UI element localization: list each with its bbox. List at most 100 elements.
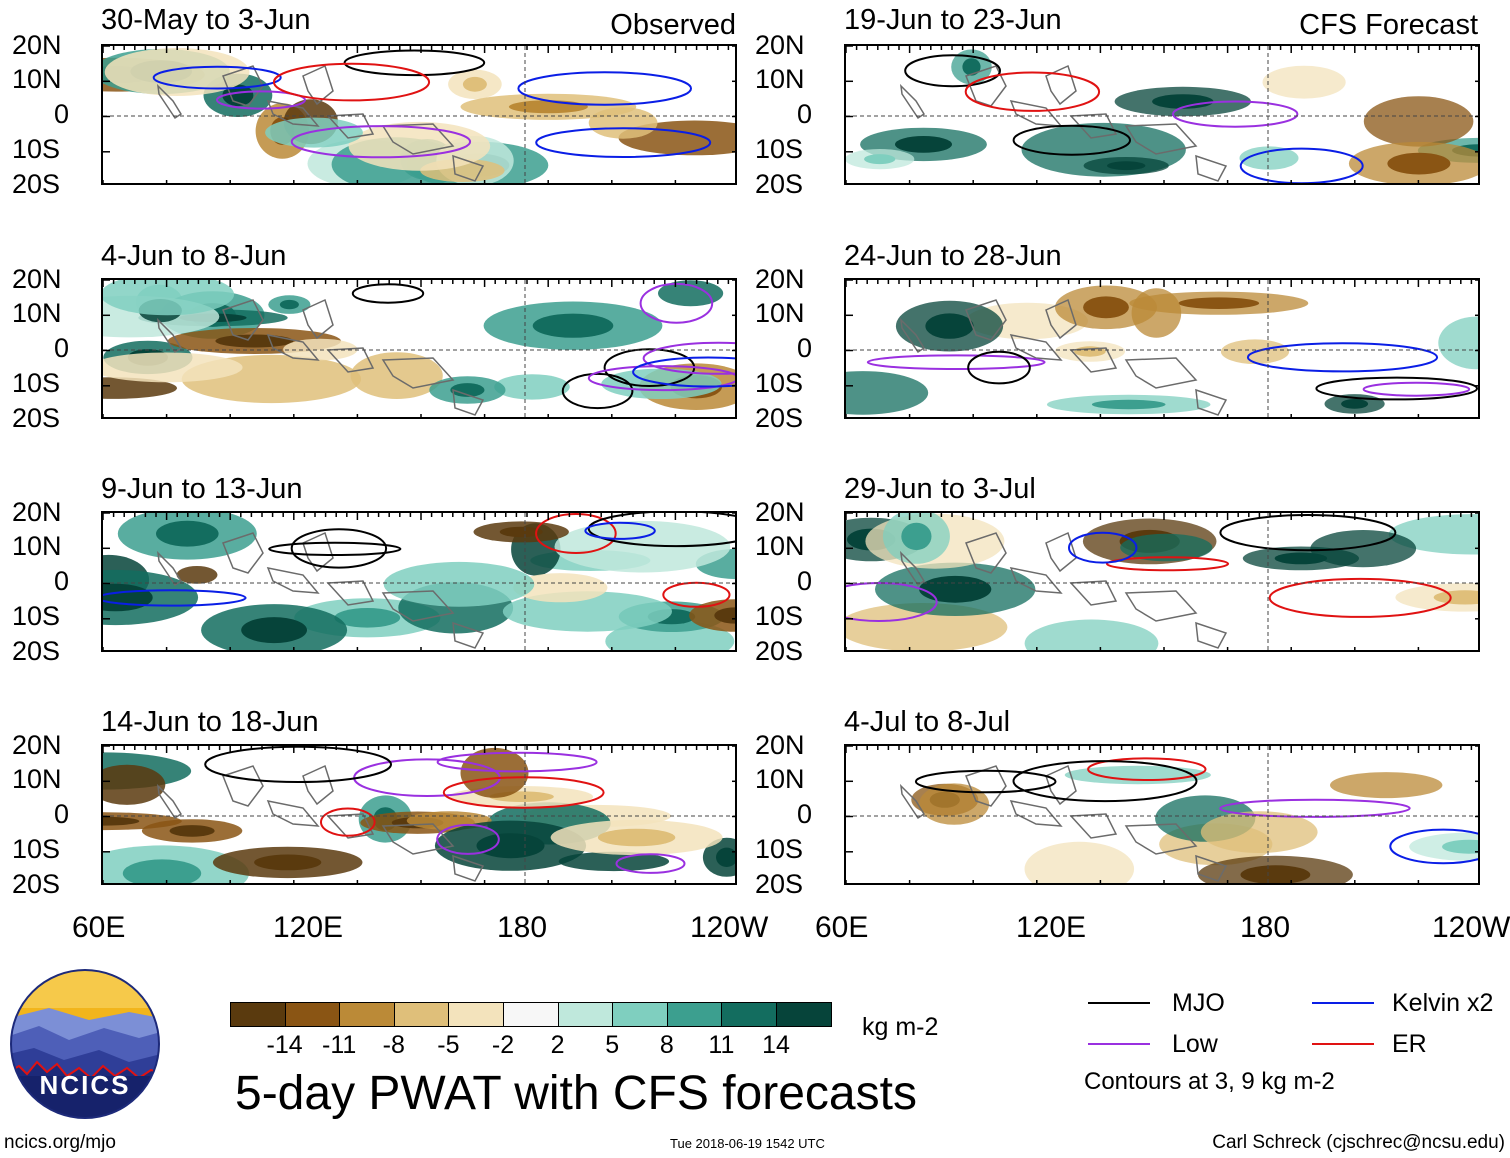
- wave-contour: [632, 356, 735, 388]
- pwat-anomaly-core: [476, 833, 545, 859]
- wave-contour: [216, 90, 306, 110]
- lat-label-observed-1-1: 10N: [12, 298, 62, 328]
- logo-text: NCICS: [39, 1070, 131, 1100]
- colorbar-swatch: [284, 1002, 341, 1027]
- pwat-anomaly-core: [1083, 296, 1129, 319]
- wave-contour: [1268, 577, 1452, 618]
- wave-contour: [642, 341, 735, 375]
- coastline: [326, 113, 375, 139]
- lat-label-observed-3-0: 20N: [12, 730, 62, 760]
- colorbar-tick-label: 14: [762, 1031, 790, 1059]
- pwat-anomaly-blob: [103, 764, 166, 805]
- colorbar-tick-label: -14: [266, 1031, 303, 1059]
- legend-label-mjo: MJO: [1172, 989, 1225, 1017]
- wave-contour: [320, 807, 376, 837]
- colorbar-swatch: [557, 1002, 614, 1027]
- pwat-anomaly-blob: [1200, 811, 1318, 853]
- pwat-anomaly-core: [222, 84, 254, 107]
- map-panel-forecast-2: [844, 511, 1480, 652]
- lat-label-forecast-1-0: 20N: [755, 264, 805, 294]
- coastline: [326, 347, 375, 373]
- footer-url: ncics.org/mjo: [4, 1132, 116, 1153]
- lat-label-observed-2-1: 10N: [12, 531, 62, 561]
- colorbar-tick-label: 2: [550, 1031, 565, 1059]
- coastline: [452, 621, 485, 649]
- lat-label-observed-2-2: 0: [54, 566, 70, 596]
- map-canvas-observed-2: [103, 513, 735, 650]
- pwat-anomaly-core: [169, 825, 215, 837]
- coastline: [1195, 154, 1228, 182]
- pwat-anomaly-core: [450, 383, 485, 397]
- lat-label-forecast-1-1: 10N: [755, 298, 805, 328]
- wave-contour: [103, 589, 247, 607]
- coastline: [899, 317, 926, 354]
- coastline: [266, 99, 320, 127]
- pwat-anomaly-core: [532, 313, 614, 338]
- lat-label-forecast-2-1: 10N: [755, 531, 805, 561]
- coastline: [156, 317, 183, 354]
- pwat-anomaly-core: [895, 136, 952, 153]
- panel-title-forecast-1: 24-Jun to 28-Jun: [844, 240, 1062, 272]
- coastline: [1069, 347, 1118, 373]
- lat-label-forecast-3-0: 20N: [755, 730, 805, 760]
- wave-contour: [1362, 381, 1471, 397]
- colorbar-tick-label: 8: [659, 1031, 674, 1059]
- wave-contour: [914, 769, 1057, 794]
- wave-contour: [535, 513, 617, 554]
- colorbar-swatch: [666, 1002, 723, 1027]
- colorbar-swatch: [448, 1002, 504, 1027]
- wave-contour: [436, 823, 500, 855]
- coastline: [1124, 590, 1198, 622]
- legend-line-er: [1312, 1043, 1374, 1045]
- colorbar-swatch: [393, 1002, 450, 1027]
- coastline: [1124, 357, 1198, 389]
- pwat-anomaly-core: [103, 816, 140, 826]
- pwat-anomaly-core: [1341, 399, 1369, 409]
- lat-label-observed-3-1: 10N: [12, 764, 62, 794]
- wave-contour: [1315, 376, 1478, 401]
- coastline: [899, 783, 926, 820]
- panel-title-forecast-2: 29-Jun to 3-Jul: [844, 473, 1036, 505]
- coastline: [156, 783, 183, 820]
- coastline: [965, 532, 1007, 574]
- pwat-anomaly-blob: [103, 812, 182, 831]
- lat-label-forecast-2-3: 10S: [755, 601, 804, 631]
- lat-label-forecast-1-4: 20S: [755, 403, 804, 433]
- colorbar-tick-label: -11: [322, 1031, 357, 1059]
- pwat-anomaly-blob: [494, 374, 570, 400]
- coastline: [1069, 580, 1118, 606]
- pwat-anomaly-core: [1240, 865, 1311, 883]
- colorbar-swatch: [612, 1002, 668, 1027]
- wave-contour: [866, 354, 1046, 370]
- wave-contour: [1239, 147, 1364, 183]
- coastline: [266, 333, 320, 361]
- pwat-anomaly-blob: [1064, 765, 1211, 785]
- lat-label-forecast-0-3: 10S: [755, 134, 804, 164]
- cfs-forecast-label: CFS Forecast: [1299, 9, 1478, 41]
- pwat-anomaly-blob: [383, 561, 535, 607]
- coastline: [1195, 388, 1228, 416]
- coastline: [1045, 764, 1077, 806]
- wave-contour: [204, 746, 392, 783]
- pwat-anomaly-blob: [919, 783, 990, 825]
- footer-credit: Carl Schreck (cjschrec@ncsu.edu): [1212, 1132, 1505, 1153]
- coastline: [1009, 99, 1063, 127]
- coastline: [1045, 64, 1077, 106]
- pwat-anomaly-core: [1178, 297, 1260, 309]
- pwat-anomaly-blob: [103, 377, 177, 399]
- coastline: [326, 813, 375, 839]
- map-panel-forecast-0: [844, 44, 1480, 185]
- wave-contour: [272, 62, 431, 102]
- coastline: [266, 799, 320, 827]
- pwat-anomaly-core: [919, 575, 992, 603]
- coastline: [1009, 566, 1063, 594]
- pwat-anomaly-blob: [1024, 841, 1135, 883]
- coastline: [965, 299, 1007, 341]
- coastline: [302, 64, 334, 106]
- lon-label-60e-right: 60E: [815, 911, 869, 944]
- lat-label-observed-3-4: 20S: [12, 869, 61, 899]
- panel-title-observed-1: 4-Jun to 8-Jun: [101, 240, 287, 272]
- pwat-anomaly-core: [241, 617, 307, 644]
- wave-contour: [584, 521, 656, 540]
- figure-title: 5-day PWAT with CFS forecasts: [235, 1067, 917, 1120]
